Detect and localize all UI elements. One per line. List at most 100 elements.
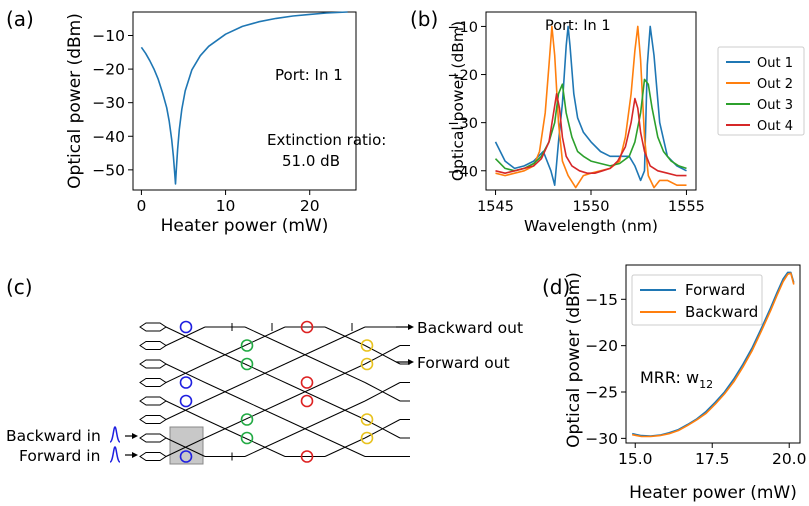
y-tick-label: −30 <box>92 94 125 112</box>
ring-resonator-red <box>300 394 314 408</box>
ring-resonator-red <box>300 450 314 463</box>
ring-resonator-green <box>240 357 254 371</box>
waveguide <box>244 437 286 457</box>
chart-a-annotation-port: Port: In 1 <box>275 66 343 84</box>
series-backward <box>632 272 795 438</box>
backward-in-pulse-icon <box>109 426 121 443</box>
series-out-4 <box>495 93 687 177</box>
grating-coupler <box>139 415 167 424</box>
chart-a-annotation-er-value: 51.0 dB <box>282 152 340 170</box>
chart-b-legend: Out 1 Out 2 Out 3 Out 4 <box>717 46 805 136</box>
x-tick-label: 0 <box>136 197 146 215</box>
waveguide <box>284 345 326 365</box>
waveguide <box>244 363 286 383</box>
chart-d-legend-items: Forward Backward <box>640 281 758 321</box>
ring-resonator-yellow <box>360 431 374 445</box>
chart-b-legend-items: Out 1 Out 2 Out 3 Out 4 <box>726 56 793 134</box>
chart-a-series <box>140 11 348 185</box>
x-tick-label: 15.0 <box>618 450 653 468</box>
chart-b-series <box>494 25 687 189</box>
ring-resonator-yellow <box>360 357 374 371</box>
ring-resonator-red <box>300 376 314 389</box>
ring-resonator-green <box>240 431 254 445</box>
backward-in-label: Backward in <box>6 427 101 445</box>
chart-d-frame <box>625 264 801 444</box>
grating-coupler <box>139 322 167 332</box>
chart-d-xlabel: Heater power (mW) <box>629 483 797 503</box>
x-tick-label: 20 <box>300 197 320 215</box>
waveguide <box>165 363 206 383</box>
chart-b-ylabel: Optical power (dBm) <box>449 21 467 181</box>
mesh-diagram: Backward out Forward out Backward in For… <box>6 319 523 465</box>
panel-label-c: (c) <box>6 275 33 299</box>
chart-d-legend: Forward Backward <box>631 274 763 326</box>
chart-b-ticks: 1545 1550 1555 −40 −30 −20 −10 <box>447 20 705 215</box>
series-line <box>140 11 348 185</box>
chart-b-xlabel: Wavelength (nm) <box>524 217 658 235</box>
x-tick-label: 1550 <box>573 199 610 215</box>
ring-resonator-blue <box>179 376 193 389</box>
chart-a-ticks: 0 10 20 −50 −40 −30 −20 −10 <box>92 27 319 215</box>
backward-out-label: Backward out <box>417 319 523 337</box>
y-tick-label: −25 <box>585 384 618 402</box>
y-tick-label: −10 <box>92 27 125 45</box>
waveguide <box>364 382 401 402</box>
legend-label: Out 1 <box>757 56 793 71</box>
waveguide <box>324 400 366 420</box>
waveguide <box>324 326 366 346</box>
chart-b: 1545 1550 1555 −40 −30 −20 −10 Wavelength (nm)… <box>447 11 805 235</box>
y-tick-label: −30 <box>585 430 618 448</box>
waveguide <box>204 382 246 402</box>
grating-coupler <box>139 359 167 369</box>
ring-resonator-green <box>240 339 254 352</box>
grating-coupler <box>139 378 167 387</box>
x-tick-label: 17.5 <box>695 450 730 468</box>
rings <box>179 320 374 463</box>
ring-resonator-yellow <box>360 413 374 426</box>
waveguide <box>284 419 326 439</box>
chart-d: 15.0 17.5 20.0 −30 −25 −20 −15 Heater power (m… <box>564 264 806 503</box>
waveguide <box>204 419 246 439</box>
ring-resonator-blue <box>179 394 193 408</box>
y-tick-label: −30 <box>447 116 478 132</box>
chart-b-legend-box <box>717 46 805 136</box>
forward-in-pulse-icon <box>109 446 121 463</box>
chart-d-ticks: 15.0 17.5 20.0 −30 −25 −20 −15 <box>585 291 806 468</box>
panel-label-a: (a) <box>6 7 34 31</box>
y-tick-label: −20 <box>585 337 618 355</box>
backward-out-arrowhead <box>408 324 414 330</box>
ring-resonator-blue <box>179 450 193 463</box>
waveguides <box>139 322 410 461</box>
legend-label: Forward <box>685 281 745 299</box>
x-tick-label: 1555 <box>668 199 705 215</box>
grating-coupler <box>139 452 167 461</box>
chart-a-frame <box>132 11 357 191</box>
x-tick-label: 1545 <box>477 199 514 215</box>
panel-label-d: (d) <box>542 275 570 299</box>
legend-label: Out 3 <box>757 98 793 113</box>
y-tick-label: −40 <box>447 164 478 180</box>
chart-d-annotation-mrr: MRR: w12 <box>640 368 713 391</box>
waveguide <box>165 437 206 457</box>
y-tick-label: −40 <box>92 128 125 146</box>
chart-b-frame <box>485 11 697 191</box>
chart-b-annotation-port: Port: In 1 <box>545 18 611 34</box>
legend-label: Backward <box>685 303 758 321</box>
y-tick-label: −10 <box>447 20 478 36</box>
x-tick-label: 10 <box>216 197 236 215</box>
forward-in-label: Forward in <box>19 447 100 465</box>
waveguide <box>324 437 366 457</box>
chart-a-ylabel: Optical power (dBm) <box>65 13 85 189</box>
chart-a-xlabel: Heater power (mW) <box>161 216 329 236</box>
series-out-3 <box>494 78 687 172</box>
ring-resonator-blue <box>179 320 193 334</box>
legend-label: Out 2 <box>757 77 793 92</box>
forward-in-arrowhead <box>132 452 138 458</box>
waveguide <box>284 382 326 402</box>
panel-label-b: (b) <box>410 7 438 31</box>
ring-resonator-yellow <box>360 339 374 352</box>
waveguide <box>165 326 206 346</box>
backward-in-arrowhead <box>132 433 138 439</box>
legend-label: Out 4 <box>757 119 793 134</box>
